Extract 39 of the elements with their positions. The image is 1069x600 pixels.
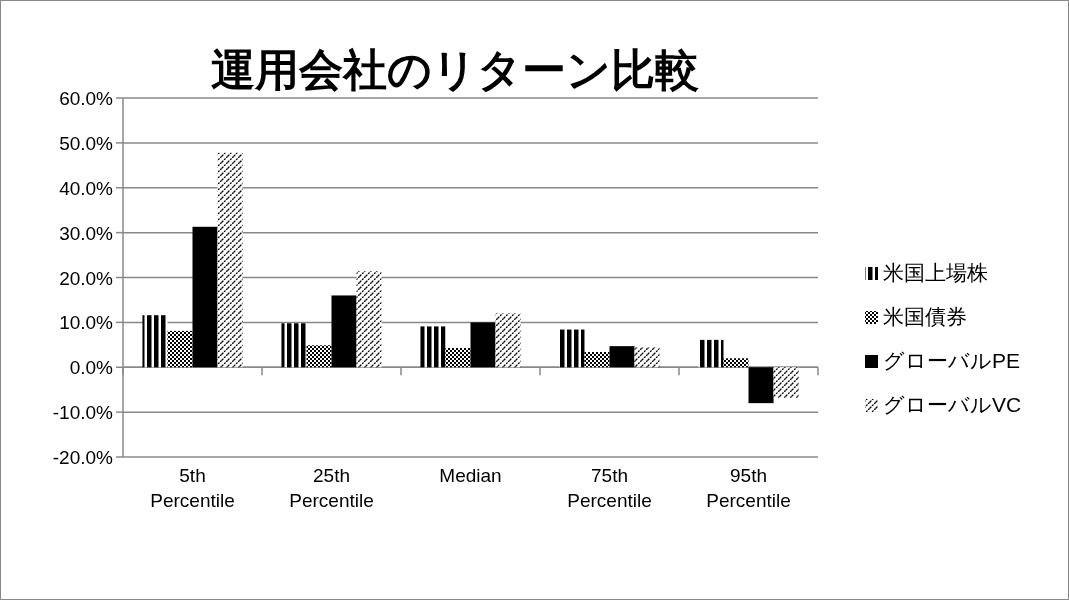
- bar: [192, 226, 218, 368]
- y-tick-label: 30.0%: [59, 222, 114, 244]
- y-tick-label: 20.0%: [59, 267, 114, 289]
- x-tick-label: 95th Percentile: [706, 465, 791, 512]
- bar: [698, 339, 724, 368]
- bar: [445, 347, 471, 368]
- bar: [470, 322, 496, 368]
- y-tick-label: -10.0%: [52, 402, 114, 424]
- bar: [331, 295, 357, 368]
- bar: [584, 351, 610, 368]
- y-tick-label: 40.0%: [59, 177, 114, 199]
- y-tick-label: 10.0%: [59, 312, 114, 334]
- bar: [748, 367, 774, 404]
- bar: [217, 152, 243, 368]
- bar: [306, 345, 332, 368]
- legend-label: グローバルVC: [883, 393, 1022, 416]
- legend-label: 米国上場株: [883, 261, 988, 284]
- chart-title: 運用会社のリターン比較: [211, 45, 699, 94]
- bar: [167, 330, 193, 368]
- bar: [773, 367, 799, 398]
- bar: [609, 346, 635, 368]
- x-tick-label: 25th Percentile: [289, 465, 374, 512]
- bar: [495, 313, 521, 368]
- y-tick-label: 60.0%: [59, 88, 114, 109]
- bar: [559, 329, 585, 368]
- y-tick-label: -20.0%: [52, 447, 114, 468]
- bar: [420, 326, 446, 368]
- bar: [142, 315, 168, 368]
- bar: [723, 358, 749, 368]
- legend-label: グローバルPE: [883, 349, 1021, 372]
- x-tick-label: 75th Percentile: [567, 465, 652, 512]
- legend-label: 米国債券: [883, 305, 967, 328]
- x-tick-label: Median: [439, 465, 502, 487]
- y-tick-label: 50.0%: [59, 132, 114, 154]
- y-tick-label: 0.0%: [69, 357, 114, 379]
- bar: [356, 271, 382, 368]
- bar: [634, 347, 660, 368]
- bar: [281, 323, 307, 368]
- x-tick-label: 5th Percentile: [150, 465, 235, 512]
